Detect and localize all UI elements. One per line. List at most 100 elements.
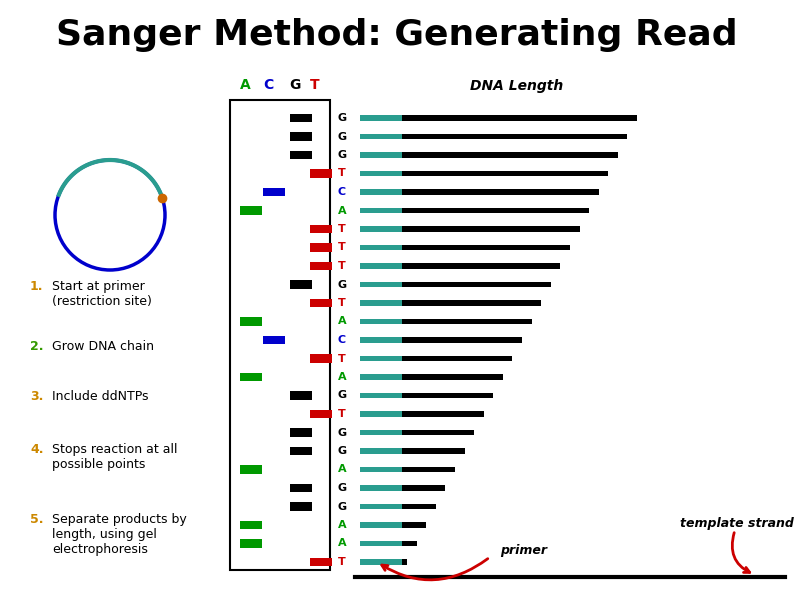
Bar (402, 300, 542, 306)
Bar (263, 336, 285, 344)
Text: T: T (338, 261, 346, 271)
Text: G: G (337, 427, 346, 437)
Text: G: G (337, 390, 346, 400)
Bar (402, 245, 570, 250)
Bar (360, 319, 402, 324)
Bar (402, 411, 484, 416)
Text: G: G (337, 502, 346, 512)
Bar (360, 486, 402, 491)
Bar (360, 466, 402, 472)
Bar (310, 262, 332, 270)
Text: Sanger Method: Generating Read: Sanger Method: Generating Read (56, 18, 738, 52)
Text: G: G (337, 446, 346, 456)
Bar (290, 392, 312, 400)
Text: G: G (289, 78, 301, 92)
Text: A: A (337, 317, 346, 327)
Text: 3.: 3. (30, 390, 44, 403)
Text: 1.: 1. (30, 280, 44, 293)
Text: DNA Length: DNA Length (470, 79, 564, 93)
Bar (290, 447, 312, 455)
Text: Stops reaction at all
possible points: Stops reaction at all possible points (52, 443, 178, 471)
Text: T: T (338, 224, 346, 234)
Text: A: A (337, 520, 346, 530)
Text: Start at primer
(restriction site): Start at primer (restriction site) (52, 280, 152, 308)
Bar (402, 208, 589, 213)
Text: G: G (337, 150, 346, 160)
Text: template strand: template strand (680, 517, 794, 530)
Bar (310, 355, 332, 363)
Bar (290, 502, 312, 511)
Bar (360, 189, 402, 195)
Bar (360, 541, 402, 546)
Bar (402, 263, 561, 269)
Bar (360, 208, 402, 213)
Bar (402, 559, 407, 565)
Text: G: G (337, 131, 346, 142)
Bar (402, 282, 551, 287)
Bar (360, 448, 402, 454)
Bar (360, 374, 402, 380)
Bar (402, 393, 493, 398)
Bar (402, 504, 436, 509)
Text: C: C (263, 78, 273, 92)
Bar (360, 504, 402, 509)
Bar (310, 410, 332, 418)
Bar (360, 171, 402, 176)
Text: 5.: 5. (30, 513, 44, 526)
Bar (402, 319, 532, 324)
Bar (360, 263, 402, 269)
Text: Grow DNA chain: Grow DNA chain (52, 340, 154, 353)
Text: A: A (337, 465, 346, 474)
Text: primer: primer (500, 544, 547, 557)
Bar (402, 226, 580, 231)
Text: T: T (310, 78, 320, 92)
Bar (230, 100, 330, 570)
Bar (360, 430, 402, 436)
Text: T: T (338, 243, 346, 252)
Bar (360, 152, 402, 158)
Bar (402, 171, 608, 176)
Bar (263, 188, 285, 196)
Bar (360, 522, 402, 528)
Bar (402, 541, 417, 546)
Text: G: G (337, 113, 346, 123)
Bar (402, 337, 522, 343)
Text: 4.: 4. (30, 443, 44, 456)
Bar (402, 448, 464, 454)
Text: T: T (338, 353, 346, 364)
Text: C: C (338, 335, 346, 345)
Bar (402, 152, 618, 158)
Text: A: A (240, 78, 250, 92)
Text: C: C (338, 187, 346, 197)
Bar (290, 484, 312, 492)
Bar (240, 465, 262, 474)
Bar (240, 521, 262, 529)
Bar (360, 300, 402, 306)
Bar (402, 486, 445, 491)
Bar (310, 558, 332, 566)
Text: A: A (337, 538, 346, 549)
Bar (402, 356, 512, 361)
Bar (310, 243, 332, 252)
Bar (360, 245, 402, 250)
Text: T: T (338, 557, 346, 567)
Text: G: G (337, 280, 346, 290)
Bar (290, 132, 312, 140)
Text: T: T (338, 168, 346, 178)
Bar (240, 317, 262, 325)
Bar (402, 430, 474, 436)
Bar (402, 522, 426, 528)
Text: T: T (338, 409, 346, 419)
Text: 2.: 2. (30, 340, 44, 353)
Bar (290, 428, 312, 437)
Bar (360, 337, 402, 343)
Bar (290, 280, 312, 289)
Bar (310, 170, 332, 178)
Bar (240, 539, 262, 547)
Bar (360, 115, 402, 121)
Bar (360, 134, 402, 139)
Bar (360, 411, 402, 416)
Bar (360, 226, 402, 231)
Text: A: A (337, 205, 346, 215)
Text: Include ddNTPs: Include ddNTPs (52, 390, 148, 403)
